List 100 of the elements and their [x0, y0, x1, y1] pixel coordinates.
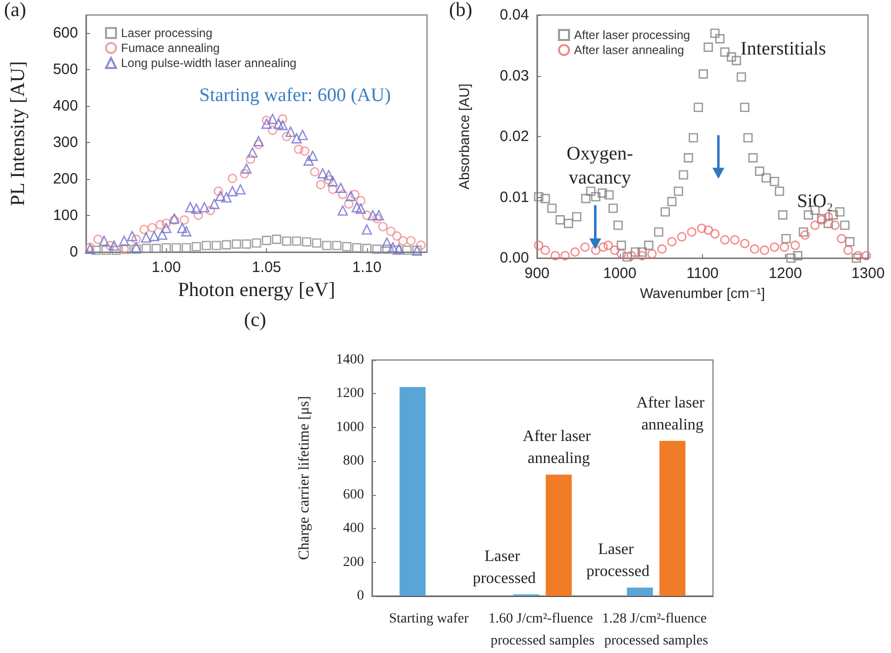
point: [853, 251, 863, 260]
point: [156, 220, 165, 230]
point: [790, 240, 800, 250]
point: [132, 234, 141, 244]
x-tick-label: 1200: [768, 265, 802, 282]
point: [140, 224, 149, 234]
point: [191, 204, 202, 214]
point: [372, 214, 382, 224]
x-tick-label: 1.05: [252, 259, 282, 276]
point: [547, 204, 557, 213]
point: [550, 251, 560, 260]
point: [694, 102, 704, 112]
point: [660, 207, 670, 217]
point: [613, 220, 623, 230]
point: [732, 56, 742, 66]
y-axis-title: Charge carrier lifetime [μs]: [296, 396, 312, 560]
point: [180, 215, 189, 225]
x-axis-title: Photon energy [eV]: [178, 279, 336, 301]
y-axis-title: PL Intensity [AU]: [7, 61, 29, 206]
x-tick-label: 1100: [686, 265, 719, 282]
point: [598, 242, 608, 252]
point: [740, 238, 750, 248]
point: [570, 247, 580, 257]
y-tick-label: 1200: [336, 386, 364, 402]
point: [637, 247, 647, 257]
point: [209, 198, 220, 210]
x-tick-label: 1.00: [152, 259, 181, 276]
y-tick-label: 0.02: [500, 128, 529, 146]
point: [368, 210, 378, 220]
point: [591, 192, 600, 202]
point: [667, 237, 677, 246]
point: [142, 244, 151, 254]
point: [328, 176, 338, 186]
point: [687, 227, 696, 237]
point: [118, 236, 130, 246]
x-tick-label: 1000: [603, 265, 636, 282]
point: [232, 239, 242, 249]
point: [540, 246, 550, 255]
point: [285, 126, 296, 137]
y-tick-label: 1000: [336, 420, 364, 435]
point: [338, 205, 348, 216]
point: [105, 240, 115, 250]
point: [278, 114, 288, 124]
point: [382, 237, 392, 248]
point: [141, 232, 152, 243]
point: [242, 239, 252, 249]
point: [704, 42, 713, 52]
point: [302, 237, 312, 247]
point: [382, 244, 392, 254]
point: [378, 222, 388, 232]
point: [199, 202, 210, 212]
point: [608, 204, 618, 213]
y-tick-label: 1400: [336, 352, 364, 368]
point: [770, 176, 780, 186]
point: [540, 194, 550, 204]
point: [556, 215, 565, 224]
point: [622, 252, 632, 262]
point: [182, 243, 191, 252]
point: [202, 240, 212, 250]
point: [591, 246, 600, 255]
point: [215, 190, 226, 202]
point: [157, 229, 168, 240]
point: [246, 154, 256, 164]
point: [572, 212, 582, 222]
point: [392, 231, 402, 241]
x-axis-title: Wavenumber [cm⁻¹]: [640, 285, 766, 301]
point: [228, 174, 238, 184]
point: [294, 144, 304, 154]
x-tick-label: 1.10: [352, 259, 382, 276]
point: [291, 133, 302, 144]
point: [677, 232, 686, 242]
point: [824, 212, 833, 222]
y-tick-label: 0.00: [500, 250, 529, 267]
x-tick-label: 1.60 J/cm²-fluence processed samples: [488, 612, 596, 648]
point: [126, 230, 138, 242]
point: [346, 190, 356, 202]
point: [252, 238, 262, 248]
point: [598, 188, 608, 198]
point: [148, 223, 157, 232]
point: [684, 153, 694, 162]
legend-label: After laser processing: [574, 28, 690, 42]
y-tick-label: 400: [343, 521, 364, 536]
point: [247, 147, 258, 158]
point: [798, 227, 808, 237]
point: [800, 230, 810, 240]
point: [644, 240, 654, 250]
point: [416, 240, 426, 250]
bar: [400, 386, 426, 596]
point: [362, 224, 372, 235]
point: [688, 133, 698, 142]
point: [253, 136, 264, 146]
chart-title: (a): [4, 0, 26, 21]
point: [322, 240, 332, 250]
point: [654, 227, 664, 237]
point: [730, 235, 740, 245]
point: [647, 249, 657, 258]
point: [194, 210, 203, 220]
point: [852, 253, 862, 263]
point: [715, 34, 725, 44]
point: [268, 126, 278, 135]
